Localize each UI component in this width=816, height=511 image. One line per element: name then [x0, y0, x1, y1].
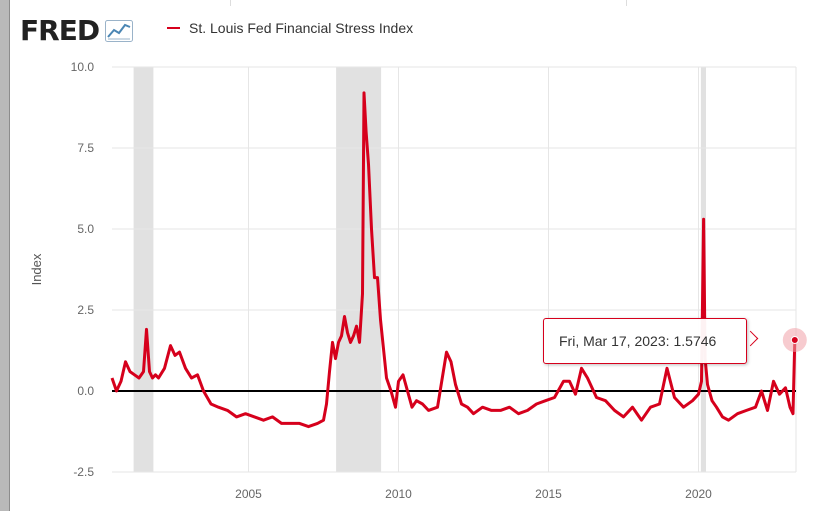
- x-tick-label: 2020: [685, 487, 712, 501]
- x-tick-label: 2005: [235, 487, 262, 501]
- gridlines: [112, 66, 796, 473]
- legend-swatch: [167, 27, 180, 29]
- chart-legend[interactable]: St. Louis Fed Financial Stress Index: [167, 20, 413, 36]
- y-axis-label: Index: [29, 253, 44, 285]
- fred-logo[interactable]: FRED: [20, 14, 100, 47]
- recession-band: [133, 67, 154, 472]
- y-tick-label: -2.5: [73, 465, 94, 479]
- y-tick-label: 2.5: [77, 303, 94, 317]
- chart-line-icon: [105, 20, 134, 42]
- fred-header: FRED: [20, 14, 134, 48]
- window-frame-left-edge: [9, 0, 10, 511]
- recession-bands: [133, 67, 706, 472]
- y-tick-label: 10.0: [71, 60, 95, 74]
- y-tick-label: 7.5: [77, 141, 94, 155]
- tooltip-value: 1.5746: [673, 333, 717, 349]
- divider: [230, 0, 231, 6]
- y-axis-ticks: 10.0 7.5 5.0 2.5 0.0 -2.5: [71, 60, 95, 479]
- x-gridlines: [248, 67, 797, 472]
- series-line: [110, 91, 797, 429]
- tooltip-date: Fri, Mar 17, 2023:: [559, 333, 670, 349]
- y-tick-label: 0.0: [77, 384, 94, 398]
- hover-point: [790, 335, 799, 344]
- y-tick-label: 5.0: [77, 222, 94, 236]
- divider: [626, 0, 627, 6]
- window-frame-left: [0, 0, 9, 511]
- x-tick-label: 2015: [535, 487, 562, 501]
- hover-tooltip: Fri, Mar 17, 2023: 1.5746: [543, 318, 747, 364]
- legend-series-label: St. Louis Fed Financial Stress Index: [189, 20, 414, 36]
- x-axis-ticks: 2005 2010 2015 2020: [235, 487, 712, 501]
- x-tick-label: 2010: [385, 487, 412, 501]
